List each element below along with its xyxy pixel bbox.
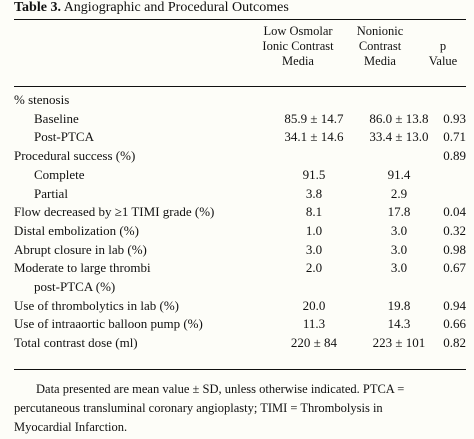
footnote-line-1: Data presented are mean value ± SD, unle… xyxy=(36,382,405,396)
row-label: Post-PTCA xyxy=(34,129,94,145)
p-value: 0.67 xyxy=(443,260,466,276)
row-label: Complete xyxy=(34,166,85,182)
low-osmolar-value: 2.0 xyxy=(305,260,323,276)
low-osmolar-value: 34.1 ± 14.6 xyxy=(284,129,344,145)
low-osmolar-value: 3.8 xyxy=(305,185,323,201)
row-label: Use of thrombolytics in lab (%) xyxy=(14,297,179,313)
low-osmolar-value: 220 ± 84 xyxy=(290,335,338,351)
table-row: Complete 91.5 91.4 xyxy=(14,166,466,184)
table-row: Procedural success (%) 0.89 xyxy=(14,147,466,165)
row-label: Use of intraaortic balloon pump (%) xyxy=(14,316,203,332)
p-value: 0.94 xyxy=(443,297,466,313)
low-osmolar-value: 1.0 xyxy=(305,222,323,238)
table-row: Baseline 85.9 ± 14.7 86.0 ± 13.8 0.93 xyxy=(14,110,466,128)
row-label: Flow decreased by ≥1 TIMI grade (%) xyxy=(14,204,215,220)
p-value: 0.82 xyxy=(443,335,466,351)
nonionic-value: 3.0 xyxy=(390,241,408,257)
row-label: Partial xyxy=(34,185,68,201)
table-footnote: Data presented are mean value ± SD, unle… xyxy=(14,380,466,437)
p-value: 0.71 xyxy=(443,129,466,145)
row-label: % stenosis xyxy=(14,92,70,107)
low-osmolar-value: 91.5 xyxy=(302,166,326,182)
p-value: 0.89 xyxy=(443,148,466,164)
header-nonionic: Nonionic Contrast Media xyxy=(356,24,404,68)
low-osmolar-value: 8.1 xyxy=(305,204,323,220)
nonionic-value: 3.0 xyxy=(390,222,408,238)
low-osmolar-value: 3.0 xyxy=(305,241,323,257)
nonionic-value: 2.9 xyxy=(390,185,408,201)
row-label: Baseline xyxy=(34,110,79,126)
nonionic-value: 91.4 xyxy=(387,166,411,182)
nonionic-value: 17.8 xyxy=(387,204,411,220)
bottom-rule xyxy=(14,369,466,370)
row-label: Moderate to large thrombi xyxy=(14,260,151,276)
row-label: Abrupt closure in lab (%) xyxy=(14,241,147,257)
p-value: 0.66 xyxy=(443,316,466,332)
header-p-value: p Value xyxy=(428,39,458,68)
header-low-osmolar: Low Osmolar Ionic Contrast Media xyxy=(262,24,334,68)
nonionic-value: 3.0 xyxy=(390,260,408,276)
header-rule xyxy=(14,86,466,87)
table-row: Distal embolization (%) 1.0 3.0 0.32 xyxy=(14,222,466,240)
nonionic-value: 33.4 ± 13.0 xyxy=(369,129,429,145)
footnote-line-2: percutaneous transluminal coronary angio… xyxy=(14,401,383,415)
table-row: Moderate to large thrombi 2.0 3.0 0.67 xyxy=(14,259,466,277)
nonionic-value: 14.3 xyxy=(387,316,411,332)
p-value: 0.93 xyxy=(443,110,466,126)
low-osmolar-value: 20.0 xyxy=(302,297,326,313)
top-rule xyxy=(14,19,466,20)
table-row: Use of intraaortic balloon pump (%) 11.3 1… xyxy=(14,315,466,333)
low-osmolar-value: 11.3 xyxy=(302,316,326,332)
footnote-line-3: Myocardial Infarction. xyxy=(14,420,128,434)
p-value: 0.32 xyxy=(443,222,466,238)
nonionic-value: 223 ± 101 xyxy=(372,335,426,351)
low-osmolar-value: 85.9 ± 14.7 xyxy=(284,110,344,126)
table-number: Table 3. xyxy=(14,0,61,15)
nonionic-value: 19.8 xyxy=(387,297,411,313)
row-label: post-PTCA (%) xyxy=(34,279,116,294)
row-label: Distal embolization (%) xyxy=(14,222,139,238)
table-row: Post-PTCA 34.1 ± 14.6 33.4 ± 13.0 0.71 xyxy=(14,128,466,146)
row-label: Procedural success (%) xyxy=(14,148,136,164)
p-value: 0.04 xyxy=(443,204,466,220)
table-title: Table 3. Angiographic and Procedural Out… xyxy=(14,0,289,16)
table-row: Partial 3.8 2.9 xyxy=(14,185,466,203)
table-row: post-PTCA (%) xyxy=(14,278,466,296)
row-label: Total contrast dose (ml) xyxy=(14,335,138,351)
table-caption: Angiographic and Procedural Outcomes xyxy=(63,0,289,15)
table-row: Use of thrombolytics in lab (%) 20.0 19.8 0… xyxy=(14,297,466,315)
table-row: % stenosis xyxy=(14,91,466,109)
table-row: Abrupt closure in lab (%) 3.0 3.0 0.98 xyxy=(14,241,466,259)
table-row: Flow decreased by ≥1 TIMI grade (%) 8.1 17… xyxy=(14,203,466,221)
table-row: Total contrast dose (ml) 220 ± 84 223 ± 10… xyxy=(14,334,466,352)
nonionic-value: 86.0 ± 13.8 xyxy=(369,110,429,126)
p-value: 0.98 xyxy=(443,241,466,257)
